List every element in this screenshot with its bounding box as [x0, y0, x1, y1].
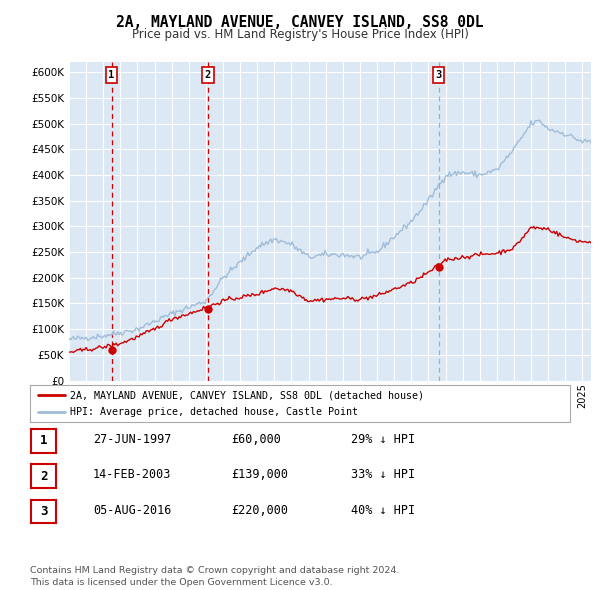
Text: 2: 2 [40, 470, 47, 483]
Text: £139,000: £139,000 [231, 468, 288, 481]
Text: HPI: Average price, detached house, Castle Point: HPI: Average price, detached house, Cast… [71, 407, 359, 417]
Text: £60,000: £60,000 [231, 433, 281, 446]
Text: 14-FEB-2003: 14-FEB-2003 [93, 468, 172, 481]
Text: Contains HM Land Registry data © Crown copyright and database right 2024.
This d: Contains HM Land Registry data © Crown c… [30, 566, 400, 587]
Text: 1: 1 [40, 434, 47, 447]
Text: 2: 2 [205, 70, 211, 80]
Text: 33% ↓ HPI: 33% ↓ HPI [351, 468, 415, 481]
Text: £220,000: £220,000 [231, 504, 288, 517]
Text: 3: 3 [40, 505, 47, 518]
Text: 05-AUG-2016: 05-AUG-2016 [93, 504, 172, 517]
Text: Price paid vs. HM Land Registry's House Price Index (HPI): Price paid vs. HM Land Registry's House … [131, 28, 469, 41]
Text: 29% ↓ HPI: 29% ↓ HPI [351, 433, 415, 446]
Text: 40% ↓ HPI: 40% ↓ HPI [351, 504, 415, 517]
Text: 2A, MAYLAND AVENUE, CANVEY ISLAND, SS8 0DL: 2A, MAYLAND AVENUE, CANVEY ISLAND, SS8 0… [116, 15, 484, 30]
Text: 2A, MAYLAND AVENUE, CANVEY ISLAND, SS8 0DL (detached house): 2A, MAYLAND AVENUE, CANVEY ISLAND, SS8 0… [71, 390, 425, 400]
Text: 1: 1 [109, 70, 115, 80]
Text: 3: 3 [436, 70, 442, 80]
Text: 27-JUN-1997: 27-JUN-1997 [93, 433, 172, 446]
